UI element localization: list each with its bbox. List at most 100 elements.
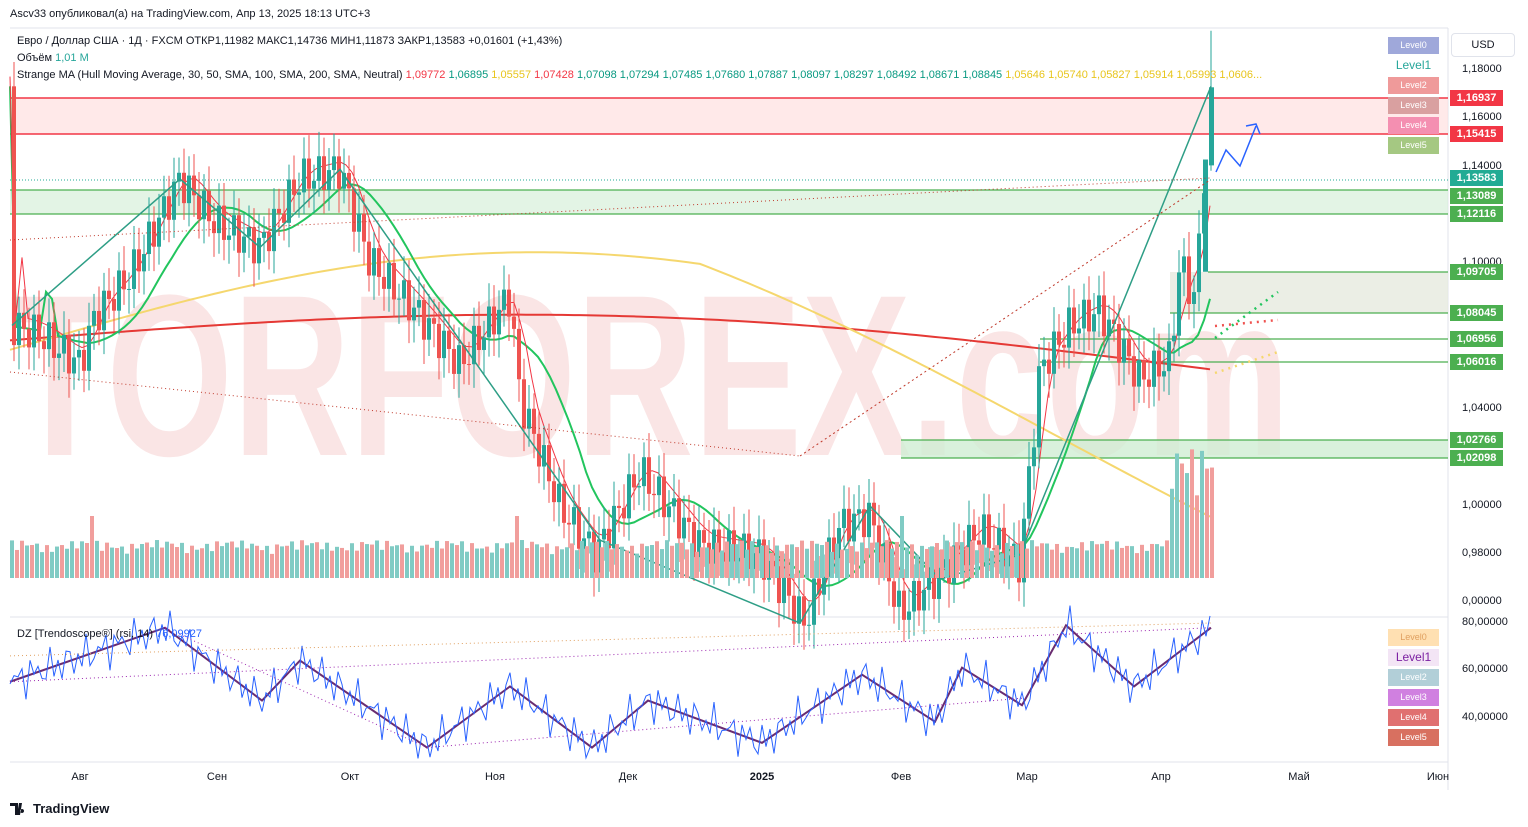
volume-bar bbox=[290, 541, 294, 578]
candle-body bbox=[927, 569, 931, 590]
price-axis-label: 0,98000 bbox=[1462, 547, 1502, 559]
high-label: МАКС bbox=[256, 35, 288, 47]
candle-body bbox=[1182, 256, 1186, 273]
rsi-line bbox=[9, 605, 1211, 760]
volume-bar bbox=[180, 542, 184, 578]
volume-bar bbox=[1095, 544, 1099, 578]
volume-bar bbox=[960, 542, 964, 578]
candle-body bbox=[1132, 356, 1136, 387]
volume-bar bbox=[680, 542, 684, 578]
volume-bar bbox=[375, 540, 379, 578]
candle-body bbox=[482, 337, 486, 350]
high-value: 1,14736 bbox=[287, 35, 328, 47]
volume-bar bbox=[970, 541, 974, 578]
support-zone bbox=[901, 440, 1448, 458]
volume-bar bbox=[795, 547, 799, 578]
candle-body bbox=[432, 318, 436, 324]
tradingview-logo-icon bbox=[10, 802, 25, 815]
volume-bar bbox=[1105, 540, 1109, 578]
candle-body bbox=[262, 232, 266, 238]
volume-bar bbox=[1040, 543, 1044, 578]
candle-body bbox=[932, 569, 936, 599]
volume-bar bbox=[320, 549, 324, 578]
candle-body bbox=[1082, 299, 1086, 329]
volume-bar bbox=[460, 541, 464, 578]
open-label: ОТКР bbox=[185, 35, 215, 47]
volume-bar bbox=[1175, 453, 1179, 578]
ma-value: 1,07098 bbox=[573, 69, 617, 81]
volume-bar bbox=[1050, 549, 1054, 578]
candle-body bbox=[682, 517, 686, 539]
candle-body bbox=[1057, 331, 1061, 345]
price-tag: 1,06956 bbox=[1450, 331, 1503, 347]
candle-body bbox=[207, 190, 211, 222]
candle-body bbox=[377, 248, 381, 277]
candle-body bbox=[542, 445, 546, 467]
volume-bar bbox=[720, 550, 724, 578]
candle-body bbox=[72, 357, 76, 374]
candle-body bbox=[342, 172, 346, 189]
price-axis-label: 0,00000 bbox=[1462, 595, 1502, 607]
rsi-trend-line bbox=[426, 697, 1023, 749]
candle-body bbox=[22, 312, 26, 329]
volume-bar bbox=[325, 542, 329, 578]
candle-body bbox=[652, 493, 656, 496]
volume-bar bbox=[410, 545, 414, 578]
ma-value: 1,08097 bbox=[788, 69, 831, 81]
candle-body bbox=[1027, 466, 1031, 519]
candle-body bbox=[572, 507, 576, 525]
volume-bar bbox=[500, 548, 504, 578]
candle-body bbox=[677, 498, 681, 539]
volume-bar bbox=[585, 546, 589, 578]
volume-bar bbox=[1025, 548, 1029, 578]
volume-bar bbox=[595, 541, 599, 578]
volume-bar bbox=[250, 543, 254, 578]
candle-body bbox=[662, 476, 666, 518]
tradingview-logo[interactable]: TradingView bbox=[10, 801, 109, 816]
rsi-label: DZ [Trendoscope®] (rsi, 14) bbox=[17, 628, 154, 640]
candle-body bbox=[187, 175, 191, 204]
volume-bar bbox=[470, 543, 474, 578]
volume-bar bbox=[580, 540, 584, 578]
candle-body bbox=[467, 364, 471, 366]
candle-body bbox=[982, 514, 986, 545]
candle-body bbox=[1147, 379, 1151, 387]
candle-body bbox=[857, 509, 861, 514]
legend-level5: Level5 bbox=[1388, 729, 1439, 746]
ma200-line bbox=[9, 313, 1211, 371]
volume-bar bbox=[330, 550, 334, 578]
candle-body bbox=[202, 190, 206, 220]
candle-body bbox=[1177, 272, 1181, 336]
volume-bar bbox=[110, 547, 114, 578]
volume-bar bbox=[475, 548, 479, 578]
candle-body bbox=[397, 298, 401, 300]
candle-body bbox=[102, 290, 106, 331]
candle-body bbox=[577, 507, 581, 549]
candle-body bbox=[867, 502, 871, 538]
volume-bar bbox=[510, 542, 514, 578]
candle-body bbox=[152, 221, 156, 247]
month-label: Апр bbox=[1151, 771, 1171, 783]
candle-body bbox=[1077, 328, 1081, 334]
volume-bar bbox=[355, 550, 359, 578]
candle-body bbox=[817, 578, 821, 595]
volume-bar bbox=[65, 548, 69, 578]
volume-bar bbox=[1190, 449, 1194, 578]
candle-body bbox=[787, 577, 791, 596]
candle-body bbox=[27, 328, 31, 348]
volume-bar bbox=[480, 548, 484, 578]
candle-body bbox=[382, 276, 386, 289]
price-axis-label: 1,04000 bbox=[1462, 402, 1502, 414]
currency-button[interactable]: USD bbox=[1451, 33, 1515, 57]
volume-bar bbox=[1075, 548, 1079, 578]
volume-bar bbox=[1000, 553, 1004, 578]
volume-bar bbox=[400, 544, 404, 578]
volume-bar bbox=[345, 550, 349, 578]
candle-body bbox=[492, 306, 496, 335]
candle-body bbox=[357, 213, 361, 232]
candle-body bbox=[697, 530, 701, 558]
candle-body bbox=[1037, 366, 1041, 448]
legend-level0: Level0 bbox=[1388, 629, 1439, 646]
volume-bar bbox=[45, 545, 49, 578]
